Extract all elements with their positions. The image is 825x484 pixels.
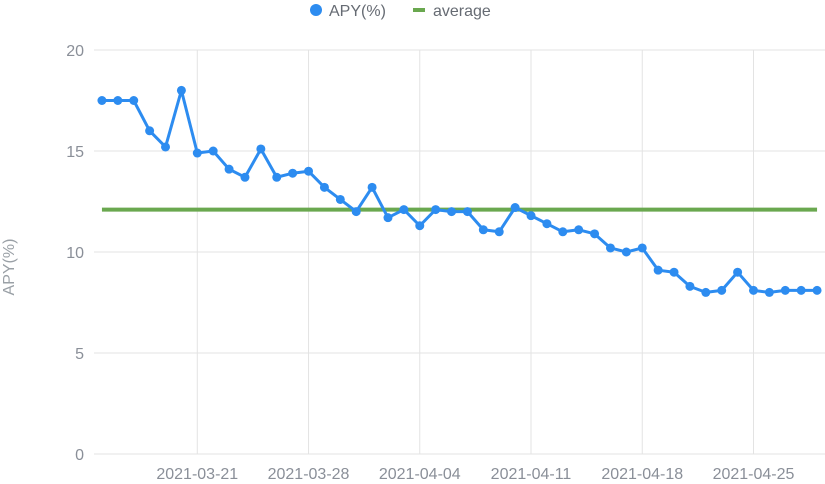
apy-point[interactable] (558, 227, 568, 237)
apy-point[interactable] (621, 247, 631, 257)
x-tick-label: 2021-04-25 (713, 466, 795, 483)
apy-point[interactable] (590, 229, 600, 239)
tick-labels-layer: 0 5 10 15 20 2021-03-21 2021-03-28 2021-04-04 20… (66, 43, 794, 483)
x-tick-label: 2021-04-04 (379, 466, 461, 483)
apy-point[interactable] (304, 166, 314, 176)
apy-point[interactable] (399, 205, 409, 215)
apy-point[interactable] (129, 96, 139, 105)
apy-point[interactable] (526, 211, 536, 221)
grid-layer (94, 49, 825, 455)
apy-point[interactable] (542, 219, 552, 229)
apy-point[interactable] (335, 194, 345, 204)
apy-point[interactable] (272, 172, 282, 182)
x-tick-label: 2021-03-21 (156, 466, 238, 483)
apy-point[interactable] (748, 285, 758, 295)
apy-point[interactable] (796, 285, 806, 295)
apy-point[interactable] (462, 207, 472, 217)
apy-point[interactable] (780, 285, 790, 295)
apy-point[interactable] (145, 126, 155, 136)
apy-point[interactable] (176, 85, 186, 95)
apy-point[interactable] (605, 243, 615, 253)
apy-point[interactable] (669, 267, 679, 277)
y-tick-label: 0 (75, 447, 84, 464)
x-tick-label: 2021-03-28 (268, 466, 350, 483)
apy-point[interactable] (685, 281, 695, 291)
apy-point[interactable] (510, 203, 520, 213)
apy-point[interactable] (478, 225, 488, 235)
apy-point[interactable] (653, 265, 663, 275)
apy-point[interactable] (701, 287, 711, 297)
legend-item-average[interactable]: average (413, 3, 491, 20)
apy-point[interactable] (447, 207, 457, 217)
apy-point[interactable] (240, 172, 250, 182)
apy-point[interactable] (733, 267, 743, 277)
apy-point[interactable] (319, 182, 329, 192)
apy-point[interactable] (161, 142, 171, 152)
y-tick-label: 15 (66, 144, 84, 161)
apy-point[interactable] (192, 148, 202, 158)
apy-line (101, 88, 818, 294)
apy-point[interactable] (812, 285, 822, 295)
apy-points-layer (97, 85, 822, 297)
apy-point[interactable] (494, 227, 504, 237)
apy-point[interactable] (224, 164, 234, 174)
x-tick-label: 2021-04-11 (491, 466, 572, 483)
apy-point[interactable] (764, 287, 774, 297)
y-tick-label: 20 (66, 43, 84, 60)
apy-series-layer (101, 88, 818, 294)
legend[interactable]: APY(%) average (310, 3, 491, 20)
apy-point[interactable] (637, 243, 647, 253)
y-tick-label: 5 (75, 346, 84, 363)
x-tick-label: 2021-04-18 (601, 466, 683, 483)
apy-point[interactable] (288, 168, 298, 178)
apy-point[interactable] (256, 144, 266, 154)
apy-point[interactable] (717, 285, 727, 295)
apy-point[interactable] (383, 213, 393, 223)
y-axis-title: APY(%) (1, 239, 18, 296)
apy-point[interactable] (431, 205, 441, 215)
y-tick-label: 10 (66, 245, 84, 262)
legend-marker-average (413, 8, 425, 12)
legend-item-apy[interactable]: APY(%) (310, 3, 386, 20)
apy-point[interactable] (367, 182, 377, 192)
legend-marker-apy (310, 4, 322, 16)
apy-point[interactable] (415, 221, 425, 231)
legend-label-average: average (433, 3, 491, 20)
apy-point[interactable] (351, 207, 361, 217)
apy-point[interactable] (97, 96, 107, 105)
legend-label-apy: APY(%) (329, 3, 386, 20)
apy-point[interactable] (574, 225, 584, 235)
apy-point[interactable] (113, 96, 123, 105)
apy-point[interactable] (208, 146, 218, 156)
